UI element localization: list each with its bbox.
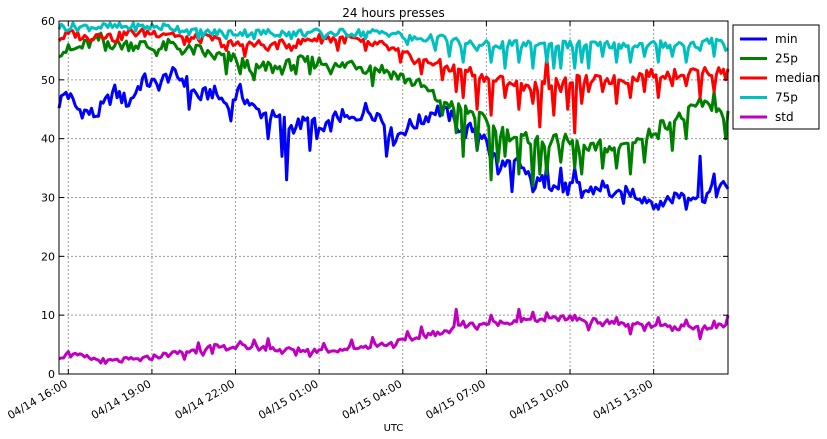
series-line-min (57, 66, 730, 211)
series-line-25p (58, 31, 730, 188)
chart-title: 24 hours presses (342, 6, 444, 20)
legend-label-min: min (775, 32, 798, 46)
x-tick-label: 04/15 07:00 (423, 377, 487, 422)
y-tick-label: 30 (41, 192, 55, 205)
y-tick-label: 40 (41, 133, 55, 146)
x-tick-label: 04/14 16:00 (5, 377, 69, 422)
y-tick-label: 10 (41, 309, 55, 322)
y-tick-label: 50 (41, 74, 55, 87)
grid-layer (59, 21, 728, 374)
series-layer (57, 21, 730, 365)
x-tick-label: 04/15 13:00 (591, 377, 655, 422)
series-line-median (57, 27, 730, 135)
x-tick-label: 04/14 19:00 (89, 377, 153, 422)
series-line-75p (57, 21, 729, 70)
legend: min 25p median 75p std (732, 24, 820, 130)
x-tick-label: 04/15 01:00 (256, 377, 320, 422)
y-tick-label: 20 (41, 250, 55, 263)
legend-label-std: std (775, 110, 794, 124)
legend-label-median: median (775, 71, 820, 85)
x-axis-label: UTC (384, 423, 404, 434)
x-tick-label: 04/15 04:00 (340, 377, 404, 422)
y-tick-label: 0 (48, 368, 55, 381)
x-tick-label: 04/14 22:00 (173, 377, 237, 422)
x-tick-label: 04/15 10:00 (507, 377, 571, 422)
y-tick-label: 60 (41, 15, 55, 28)
series-line-std (58, 307, 730, 365)
legend-label-25p: 25p (775, 52, 798, 66)
legend-label-75p: 75p (775, 91, 798, 105)
